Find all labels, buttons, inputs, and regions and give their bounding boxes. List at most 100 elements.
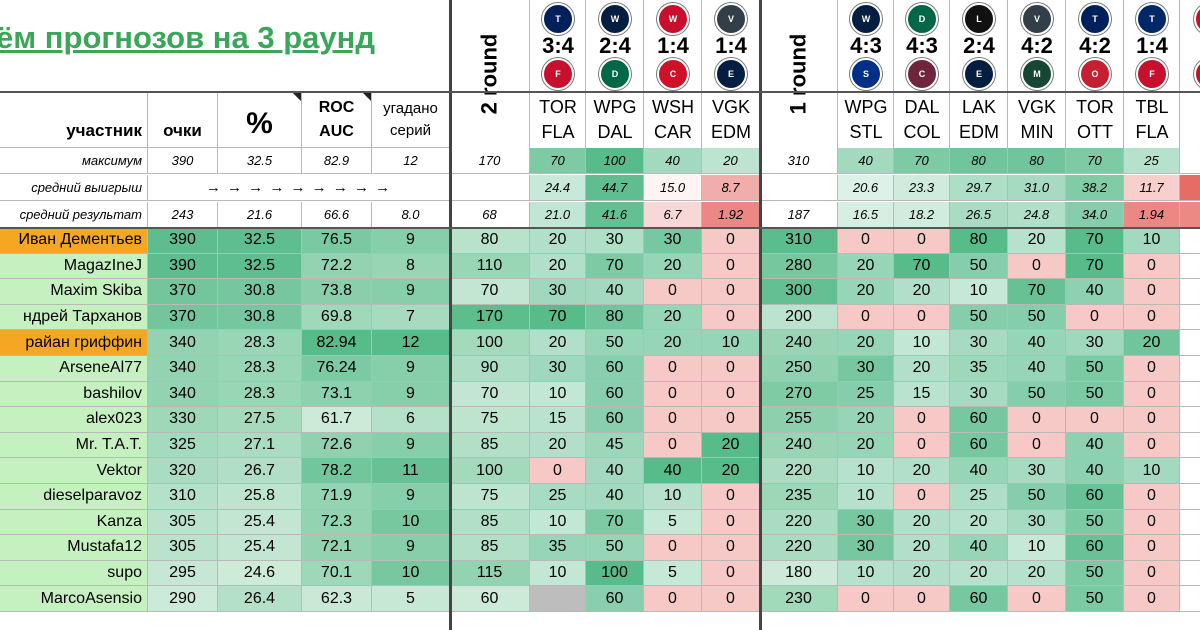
score-cell: 28.3 xyxy=(218,381,302,408)
score-cell: 100 xyxy=(586,560,644,587)
score-cell: 310 xyxy=(148,484,218,510)
stat-value: 32.5 xyxy=(218,148,302,174)
score-cell: 0 xyxy=(1124,279,1180,305)
score-cell: 30 xyxy=(530,356,586,382)
participant-name: supo xyxy=(0,560,148,587)
stat-value: 66.6 xyxy=(302,202,372,228)
score-cell: 5 xyxy=(644,560,702,587)
participant-name: райан гриффин xyxy=(0,330,148,356)
score-cell: 0 xyxy=(702,407,760,433)
score-cell: 0 xyxy=(1124,560,1180,587)
stat-value: 8.7 xyxy=(702,175,760,201)
score-cell xyxy=(1180,228,1200,254)
score-cell: 27.5 xyxy=(218,407,302,433)
round1-series-teams: WM xyxy=(1180,95,1200,145)
score-cell: 27.1 xyxy=(218,432,302,459)
team-2: EDM xyxy=(711,122,751,142)
golden-knights-logo-icon: V xyxy=(1021,3,1053,35)
participant-name: Mr. T.A.T. xyxy=(0,432,148,459)
round1-series-score: 2:4 xyxy=(963,33,995,58)
stat-value: 21.0 xyxy=(530,202,586,228)
score-cell: 110 xyxy=(450,253,530,280)
score-cell: 0 xyxy=(894,304,950,331)
score-cell: 280 xyxy=(760,253,838,280)
score-cell: 0 xyxy=(644,356,702,382)
stat-value: 170 xyxy=(450,148,530,174)
score-cell: 10 xyxy=(838,484,894,510)
score-cell: 10 xyxy=(1124,228,1180,254)
score-cell xyxy=(1180,535,1200,561)
wild-logo-icon: M xyxy=(1021,58,1053,90)
score-cell: 0 xyxy=(838,586,894,612)
stat-value: 18.2 xyxy=(894,202,950,228)
score-cell: 90 xyxy=(450,356,530,382)
score-cell: 70 xyxy=(450,279,530,305)
score-cell: 240 xyxy=(760,330,838,356)
score-cell: 10 xyxy=(372,509,450,536)
score-cell: 0 xyxy=(644,407,702,433)
round2-series-0 xyxy=(530,0,586,148)
participant-name: bashilov xyxy=(0,381,148,408)
score-cell: 25 xyxy=(530,484,586,510)
score-cell: 30 xyxy=(1066,330,1124,356)
score-cell: 24.6 xyxy=(218,560,302,587)
round1-series-2 xyxy=(950,0,1008,148)
score-cell: 0 xyxy=(644,535,702,561)
score-cell: 10 xyxy=(1008,535,1066,561)
score-cell: 240 xyxy=(760,432,838,459)
round2-series-teams: WSH CAR xyxy=(643,95,703,145)
participant-name: ндрей Тарханов xyxy=(0,304,148,331)
score-cell: 20 xyxy=(838,330,894,356)
score-cell: 30 xyxy=(838,509,894,536)
score-cell: 0 xyxy=(1008,407,1066,433)
score-cell: 35 xyxy=(530,535,586,561)
participant-name: alex023 xyxy=(0,407,148,433)
col-header-guessed: угадано серий xyxy=(372,92,450,148)
score-cell: 0 xyxy=(702,228,760,254)
score-cell: 69.8 xyxy=(302,304,372,331)
participant-name: Иван Дементьев xyxy=(0,228,148,254)
score-cell: 325 xyxy=(148,432,218,459)
round2-label-text: 2 round xyxy=(476,33,502,115)
score-cell: 0 xyxy=(894,484,950,510)
score-cell: 40 xyxy=(950,535,1008,561)
score-cell: 15 xyxy=(894,381,950,408)
score-cell: 0 xyxy=(894,407,950,433)
stat-value: 100 xyxy=(586,148,644,174)
stars-logo-icon: D xyxy=(906,3,938,35)
score-cell xyxy=(1180,484,1200,510)
score-cell xyxy=(1180,458,1200,484)
round1-series-score: 4:2 xyxy=(1079,33,1111,58)
stat-value: 21.6 xyxy=(218,202,302,228)
score-cell: 85 xyxy=(450,432,530,459)
stat-value: 25 xyxy=(1124,148,1180,174)
stat-value: 2 xyxy=(1180,202,1200,228)
team-2: DAL xyxy=(597,122,633,142)
score-cell: 0 xyxy=(1124,407,1180,433)
round1-label-text: 1 round xyxy=(785,33,811,115)
score-cell: 340 xyxy=(148,356,218,382)
score-cell: 50 xyxy=(950,304,1008,331)
score-cell: 20 xyxy=(530,228,586,254)
score-cell: 26.7 xyxy=(218,458,302,484)
team-1: WPG xyxy=(844,97,888,117)
guessed-label-guessed1: угадано xyxy=(383,99,438,117)
team-2: MIN xyxy=(1020,122,1054,142)
score-cell: 0 xyxy=(1008,432,1066,459)
col-header-roc-auc: ROC AUC xyxy=(302,92,372,148)
score-cell: 295 xyxy=(148,560,218,587)
score-cell: 20 xyxy=(1008,228,1066,254)
stat-value: 80 xyxy=(950,148,1008,174)
score-cell: 305 xyxy=(148,509,218,536)
round2-series-score: 1:4 xyxy=(657,33,689,58)
stat-value: 16.5 xyxy=(838,202,894,228)
score-cell: 25 xyxy=(950,484,1008,510)
score-cell: 73.8 xyxy=(302,279,372,305)
team-1: WPG xyxy=(593,97,637,117)
sheet-title: ём прогнозов на 3 раунд xyxy=(0,20,376,55)
stat-value: 40 xyxy=(644,148,702,174)
round1-series-5 xyxy=(1124,0,1180,148)
team-1: W xyxy=(1180,95,1200,120)
score-cell: 0 xyxy=(702,381,760,408)
score-cell: 0 xyxy=(1124,535,1180,561)
